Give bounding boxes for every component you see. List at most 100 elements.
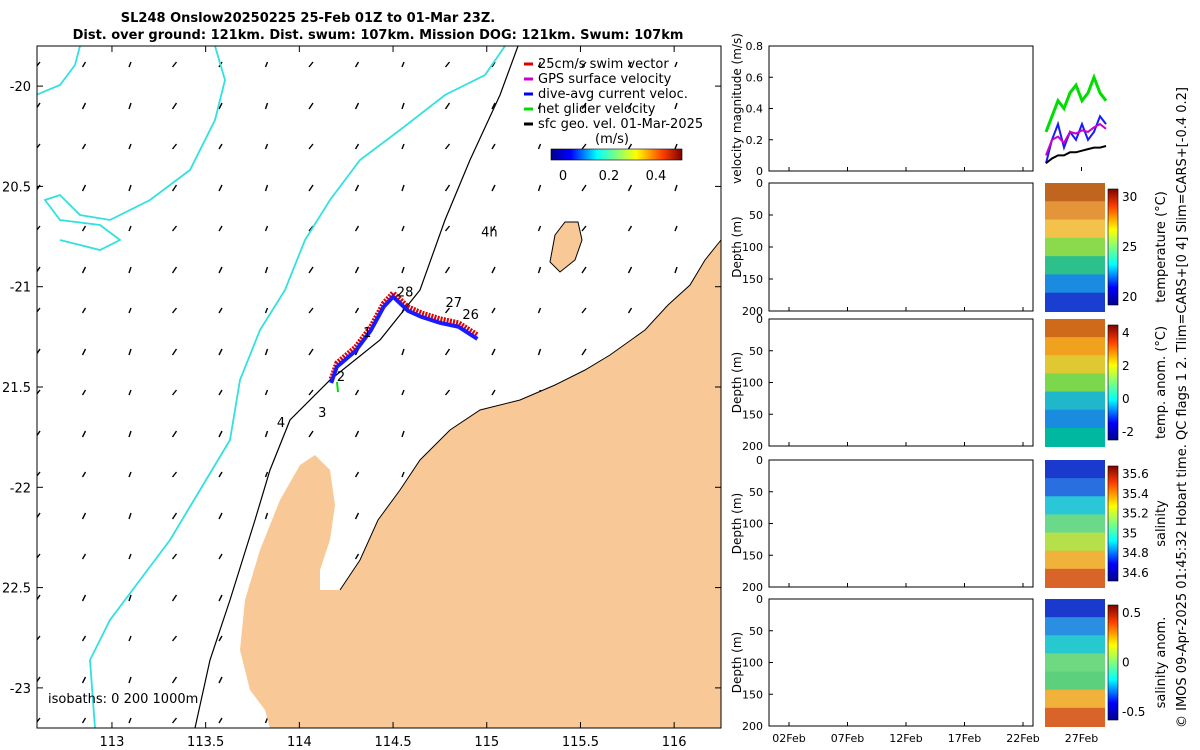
geo-vector	[491, 225, 496, 232]
time-axis: 02Feb 07Feb 12Feb 17Feb 22Feb 27Feb	[772, 732, 1098, 745]
geo-vector	[171, 635, 178, 642]
geo-vector	[171, 266, 178, 274]
time-tick-label: 22Feb	[1006, 732, 1039, 745]
map-xtick-label: 113	[100, 735, 125, 750]
geo-vector	[264, 102, 269, 110]
geo-vector	[581, 307, 587, 314]
panel-frame	[768, 598, 1034, 727]
geo-vector	[81, 430, 87, 438]
panel-temp-anom: 0 50 100 150 200 Depth (m) 4 2 0 -2 temp. anom. (°…	[730, 313, 1169, 453]
legend-label-1: GPS surface velocity	[538, 72, 672, 87]
panel-ylabel: Depth (m)	[730, 493, 744, 554]
panel-ytick-label: 200	[742, 720, 763, 733]
geo-vector	[171, 430, 178, 438]
geo-vector	[401, 266, 405, 274]
geo-vector	[354, 102, 360, 110]
geo-vector	[308, 430, 314, 438]
panel-salinity: 0 50 100 150 200 Depth (m) 35.6 35.4 35.2 35 34.8 3…	[730, 454, 1169, 594]
geo-vector	[308, 143, 314, 150]
geo-vector	[264, 717, 269, 724]
heatmap-band	[1045, 635, 1105, 655]
panel-ytick-label: 150	[742, 549, 763, 562]
geo-vector	[37, 266, 41, 273]
heatmap-band	[1045, 599, 1105, 619]
heatmap-band	[1045, 355, 1105, 375]
colorbar-tick-2: 0.4	[646, 169, 667, 184]
geo-vector	[81, 307, 87, 314]
isobaths-label: isobaths: 0 200 1000m	[48, 692, 198, 707]
geo-vector	[354, 553, 360, 560]
map-ytick-label: -20	[10, 80, 31, 95]
map-ytick-label: 20.5	[2, 180, 31, 195]
geo-vector	[627, 266, 633, 274]
geo-vector	[81, 471, 87, 478]
geo-vector	[171, 717, 178, 724]
heatmap-band	[1045, 671, 1105, 691]
geo-vector	[81, 512, 87, 520]
heatmap-band	[1045, 256, 1105, 276]
geo-vector	[128, 512, 132, 520]
geo-vector	[81, 61, 87, 68]
colorbar-tick: 34.6	[1122, 566, 1149, 580]
panel-colorbar	[1107, 188, 1119, 306]
geo-vector	[218, 512, 223, 520]
geo-vector	[674, 61, 678, 68]
geo-vector	[537, 102, 542, 110]
geo-vector	[128, 635, 132, 642]
time-tick-label: 07Feb	[831, 732, 864, 745]
geo-vector	[354, 307, 360, 314]
geo-vector	[37, 307, 41, 313]
geo-vector	[581, 348, 587, 356]
geo-vector	[581, 143, 587, 150]
geo-vector	[171, 61, 178, 68]
map-axes: 113 113.5 114 114.5 115 115.5 116 -20 20.5 -21 21.…	[2, 46, 721, 750]
geo-vector	[581, 266, 587, 274]
geo-vector	[354, 143, 360, 150]
geo-vector	[491, 143, 496, 150]
geo-vector	[581, 184, 587, 192]
geo-vector	[537, 143, 542, 150]
colorbar-tick: 30	[1122, 190, 1137, 204]
panel-frame	[768, 459, 1034, 588]
title-line2: Dist. over ground: 121km. Dist. swum: 10…	[73, 28, 684, 43]
time-tick-label: 12Feb	[889, 732, 922, 745]
geo-vector	[627, 61, 633, 68]
geo-vector	[128, 553, 132, 560]
geo-vector	[401, 184, 405, 192]
panel-colorbar	[1107, 465, 1119, 582]
geo-vector	[674, 102, 678, 110]
panel-ytick-label: 200	[742, 305, 763, 318]
panel-ylabel: Depth (m)	[730, 352, 744, 413]
time-tick-label: 02Feb	[772, 732, 805, 745]
panel-ytick-label: 150	[742, 688, 763, 701]
geo-vector	[264, 389, 269, 396]
geo-vector	[674, 266, 678, 274]
geo-vector	[627, 225, 633, 232]
geo-vector	[401, 143, 405, 150]
heatmap-band	[1045, 460, 1105, 480]
title-line1: SL248 Onslow20250225 25-Feb 01Z to 01-Ma…	[121, 11, 495, 26]
geo-vector	[218, 389, 223, 396]
geo-vector	[537, 266, 542, 274]
geo-vector	[171, 184, 178, 192]
heatmap-band	[1045, 373, 1105, 393]
panel-ytick-label: 150	[742, 408, 763, 421]
geo-vector	[354, 471, 360, 478]
heatmap-band	[1045, 391, 1105, 411]
panel-colorbar	[1107, 324, 1119, 441]
geo-vector	[264, 61, 269, 68]
geo-vector	[171, 102, 178, 110]
geo-vector	[354, 389, 360, 396]
day-label-2: 26	[462, 308, 479, 323]
geo-vector	[537, 225, 542, 232]
geo-vector	[537, 307, 542, 314]
geo-vector	[444, 266, 451, 274]
geo-vector	[674, 184, 678, 192]
geo-vector	[218, 717, 223, 724]
geo-vector	[171, 348, 178, 356]
panel-ytick-label: 100	[742, 241, 763, 254]
heatmap-band	[1045, 337, 1105, 357]
colorbar-tick: 25	[1122, 240, 1137, 254]
